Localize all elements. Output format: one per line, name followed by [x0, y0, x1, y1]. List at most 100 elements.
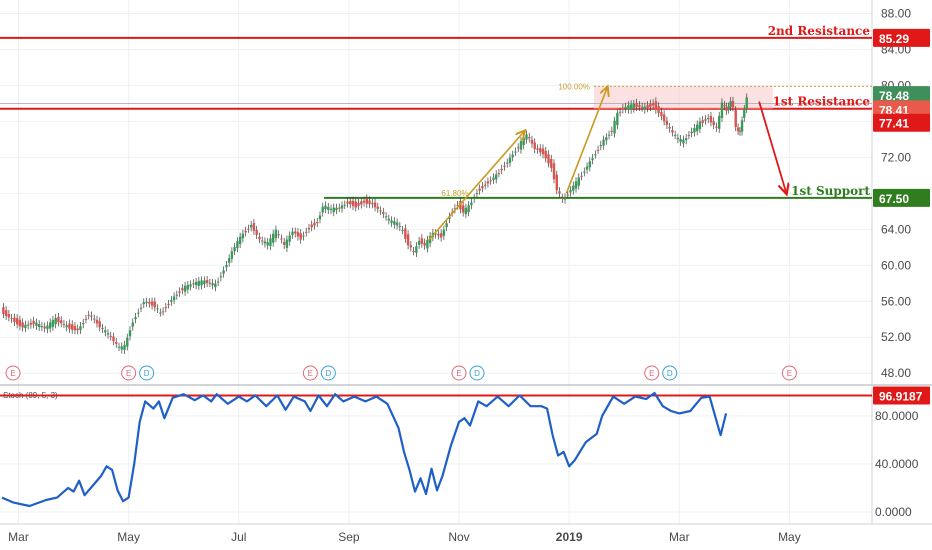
candle-body: [629, 104, 633, 110]
candle-body: [481, 186, 484, 189]
candle-body: [401, 229, 404, 231]
dividend-marker[interactable]: D: [139, 365, 155, 381]
candle-body: [483, 184, 487, 186]
event-letter: D: [667, 369, 673, 378]
fib-618-label: 61.80%: [441, 189, 468, 198]
candle-body: [596, 149, 600, 151]
candle-body: [657, 106, 660, 114]
candle-body: [280, 238, 283, 240]
grid: [0, 0, 932, 525]
candle-body: [318, 215, 322, 220]
event-circle: [121, 365, 137, 381]
candle-body: [335, 207, 338, 211]
candle-body: [252, 223, 256, 231]
dividend-marker[interactable]: D: [662, 365, 678, 381]
candle-body: [137, 312, 140, 314]
candle-body: [274, 229, 278, 239]
candle-body: [294, 231, 297, 234]
candle-body: [522, 137, 525, 146]
candle-body: [395, 222, 399, 226]
candle-body: [310, 224, 313, 228]
candle-body: [338, 207, 341, 209]
candle-body: [585, 166, 589, 170]
candle-body: [558, 191, 561, 194]
candle-body: [104, 330, 107, 333]
earnings-marker[interactable]: E: [5, 365, 21, 381]
candle-body: [128, 330, 132, 337]
candle-body: [156, 308, 159, 310]
candle-body: [54, 317, 57, 325]
candle-body: [712, 121, 715, 126]
candle-body: [95, 319, 99, 324]
candle-body: [329, 208, 333, 210]
candle-body: [497, 173, 501, 175]
candle-body: [360, 201, 363, 205]
candle-body: [316, 222, 319, 224]
candle-body: [734, 110, 737, 128]
candle-body: [324, 205, 327, 210]
candle-body: [68, 323, 71, 329]
candle-body: [588, 161, 592, 168]
candle-body: [134, 317, 137, 320]
event-circle: [451, 365, 467, 381]
candle-body: [390, 220, 393, 223]
tag-1st-support-bg: [873, 188, 930, 207]
candle-body: [170, 300, 173, 302]
candle-body: [249, 225, 253, 228]
candle-body: [2, 307, 5, 315]
candle-body: [277, 234, 280, 236]
candle-body: [486, 181, 490, 184]
candle-body: [142, 302, 145, 305]
candle-body: [627, 105, 630, 110]
candle-body: [690, 131, 693, 134]
candle-body: [503, 165, 506, 167]
stoch-tick-label: 80.0000: [875, 409, 919, 423]
candle-body: [236, 241, 239, 249]
earnings-marker[interactable]: E: [302, 365, 318, 381]
candle-body: [216, 281, 220, 283]
candle-body: [643, 106, 647, 110]
tag-last-price: 78.48: [879, 89, 909, 103]
candle-body: [349, 200, 352, 205]
event-letter: D: [325, 369, 331, 378]
candle-body: [736, 127, 740, 131]
candle-body: [126, 337, 129, 347]
earnings-marker[interactable]: E: [121, 365, 137, 381]
candle-body: [437, 233, 440, 236]
candle-body: [269, 238, 272, 247]
earnings-marker[interactable]: E: [644, 365, 660, 381]
time-tick-label: Mar: [8, 530, 29, 544]
projection-arrow-1: [428, 130, 525, 241]
candle-body: [139, 307, 143, 309]
event-circle: [320, 365, 336, 381]
candle-body: [82, 322, 85, 325]
candle-body: [426, 239, 429, 249]
candle-body: [404, 228, 407, 239]
candle-body: [420, 238, 424, 244]
dividend-marker[interactable]: D: [320, 365, 336, 381]
earnings-marker[interactable]: E: [781, 365, 797, 381]
candle-body: [40, 326, 44, 328]
candle-body: [7, 314, 11, 318]
candle-body: [189, 284, 192, 287]
stoch-tick-label: 40.0000: [875, 457, 919, 471]
candle-body: [613, 120, 616, 134]
candle-body: [720, 102, 724, 118]
candle-body: [704, 119, 707, 121]
candle-body: [717, 115, 721, 129]
dividend-marker[interactable]: D: [469, 365, 485, 381]
earnings-marker[interactable]: E: [451, 365, 467, 381]
candle-body: [382, 211, 385, 215]
candle-body: [533, 142, 536, 150]
candle-body: [682, 139, 685, 144]
time-tick-label: Sep: [338, 530, 360, 544]
candle-body: [59, 320, 63, 324]
price-tick-label: 60.00: [881, 258, 911, 272]
label-2nd-resistance: 2nd Resistance: [768, 24, 871, 38]
candle-body: [434, 233, 437, 235]
candle-body: [101, 327, 104, 329]
candle-body: [321, 206, 324, 213]
candle-body: [671, 130, 674, 133]
